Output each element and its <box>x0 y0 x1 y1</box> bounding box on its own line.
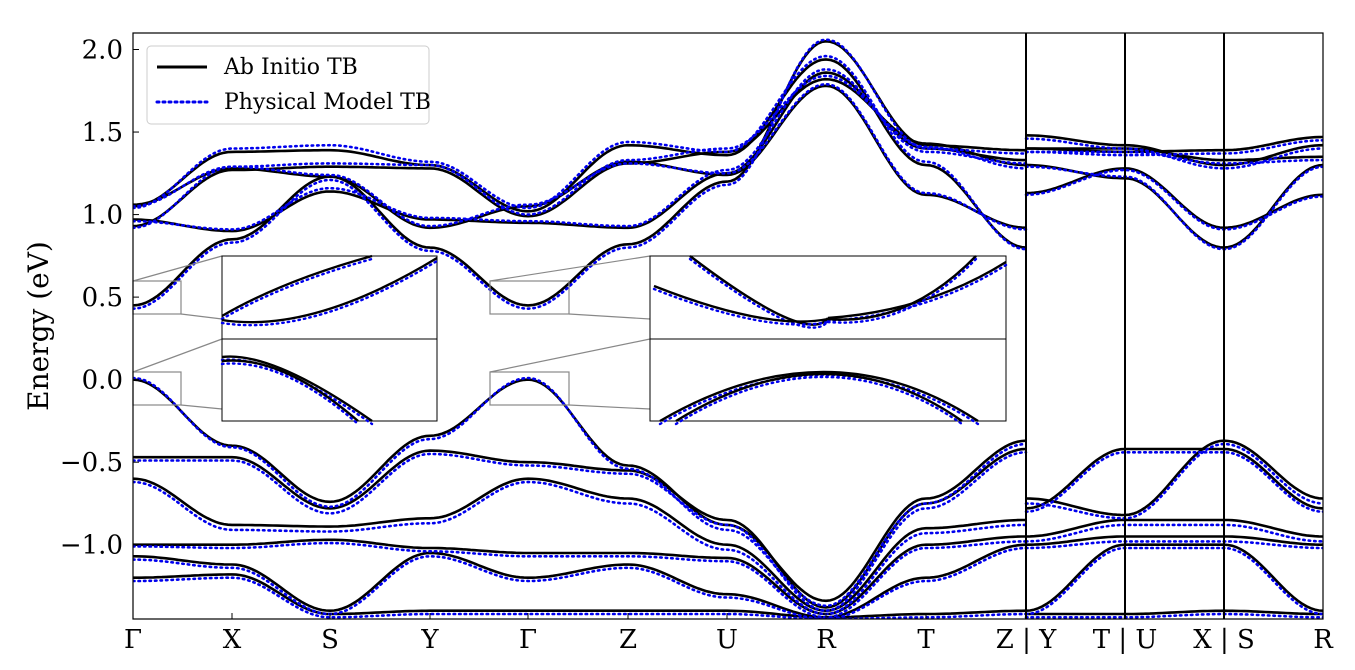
bands-layer <box>133 33 1323 619</box>
ab-initio-band-7-segment-0 <box>133 477 1026 613</box>
physical-model-band-2-segment-0 <box>133 67 1028 231</box>
inset-physical-model-curve-0a <box>220 257 374 321</box>
ab-initio-band-7-segment-1 <box>1025 518 1323 538</box>
inset-physical-model-curve-0d <box>220 362 360 426</box>
zoom-source-box-1-0 <box>489 280 570 315</box>
physical-model-band-5-segment-0 <box>133 376 1028 608</box>
physical-model-band-6-segment-1 <box>1024 451 1323 513</box>
y-tick-label-1: 1.5 <box>82 118 123 148</box>
ab-initio-band-1-segment-1 <box>1026 163 1323 249</box>
physical-model-band-10-segment-0 <box>133 576 1028 619</box>
physical-model-band-1-segment-1 <box>1024 165 1323 251</box>
inset-ab-initio-curve-1f <box>675 372 963 423</box>
ab-initio-band-6-segment-1 <box>1025 447 1323 510</box>
ab-initio-band-10-segment-1 <box>1026 609 1323 616</box>
legend-frame <box>146 45 430 125</box>
physical-model-band-0-segment-1 <box>1024 168 1323 231</box>
physical-model-band-8-segment-1 <box>1024 540 1323 550</box>
y-tick-label-0: 2.0 <box>82 36 123 66</box>
x-tick-label-9: Z | Y <box>996 625 1057 655</box>
y-tick-label-2: 1.0 <box>82 201 123 231</box>
zoom-inset-box-0-1 <box>221 338 438 422</box>
ab-initio-band-5-segment-0 <box>133 378 1027 603</box>
physical-model-band-7-segment-1 <box>1024 523 1323 543</box>
physical-model-band-7-segment-0 <box>133 480 1028 616</box>
y-tick-label-3: 0.5 <box>82 283 123 313</box>
ab-initio-band-6-segment-0 <box>133 447 1027 609</box>
ab-initio-band-8-segment-1 <box>1026 535 1323 546</box>
inset-ab-initio-curve-1c <box>653 284 829 323</box>
ab-initio-band-8-segment-0 <box>133 535 1026 616</box>
x-tick-label-12: R <box>1313 625 1334 655</box>
ab-initio-band-10-segment-0 <box>133 573 1027 619</box>
x-axis: Γ X S Y Γ Z U R T Z | Y T | U X | S R <box>124 613 1334 655</box>
zoom-connector-1-3 <box>568 404 651 410</box>
x-tick-label-10: T | U <box>1093 625 1158 655</box>
x-tick-label-0: Γ <box>124 625 142 655</box>
x-tick-label-8: T <box>917 625 935 655</box>
legend-label-ab-initio: Ab Initio TB <box>223 55 358 80</box>
physical-model-band-9-segment-0 <box>133 546 1028 619</box>
x-tick-label-3: Y <box>420 625 439 655</box>
physical-model-band-10-segment-1 <box>1024 612 1323 619</box>
insets-layer <box>132 254 1008 426</box>
inset-ab-initio-curve-1e <box>659 370 979 423</box>
ab-initio-band-9-segment-0 <box>133 543 1027 619</box>
inset-ab-initio-curve-0d <box>221 359 359 422</box>
inset-physical-model-curve-1a <box>688 257 830 329</box>
series-physical-model <box>133 38 1323 619</box>
zoom-connector-0-2 <box>132 338 223 373</box>
x-tick-label-11: X | S <box>1193 625 1255 655</box>
zoom-connector-0-0 <box>132 255 223 282</box>
legend-label-physical-model: Physical Model TB <box>224 90 431 115</box>
zoom-inset-box-1-1 <box>649 338 1007 422</box>
zoom-connector-1-1 <box>568 313 651 320</box>
x-tick-label-4: Γ <box>519 625 537 655</box>
inset-ab-initio-curve-0c <box>221 355 373 422</box>
physical-model-band-4-segment-0 <box>133 38 1028 311</box>
zoom-connector-1-0 <box>489 255 651 282</box>
physical-model-band-6-segment-0 <box>133 451 1028 613</box>
legend: Ab Initio TB Physical Model TB <box>146 45 431 125</box>
physical-model-band-9-segment-1 <box>1024 546 1323 616</box>
zoom-inset-1 <box>489 255 1008 426</box>
zoom-source-box-1-1 <box>489 371 570 406</box>
ab-initio-band-9-segment-1 <box>1025 543 1323 612</box>
zoom-connector-0-3 <box>180 404 223 410</box>
inset-ab-initio-curve-0a <box>221 254 373 318</box>
series-ab-initio <box>133 39 1323 619</box>
zoom-connector-0-1 <box>180 313 223 320</box>
zoom-inset-0 <box>132 254 439 426</box>
y-tick-label-4: 0.0 <box>82 366 123 396</box>
inset-physical-model-curve-1f <box>674 375 964 426</box>
physical-model-band-3-segment-1 <box>1024 137 1323 170</box>
inset-ab-initio-curve-1d <box>827 255 977 321</box>
physical-model-band-1-segment-0 <box>133 54 1028 251</box>
physical-model-band-3-segment-0 <box>133 74 1028 230</box>
ab-initio-band-4-segment-1 <box>1025 135 1323 154</box>
x-tick-label-2: S <box>321 625 339 655</box>
inset-physical-model-curve-0b <box>220 259 439 327</box>
physical-model-band-5-segment-1 <box>1024 442 1323 520</box>
inset-ab-initio-curve-0b <box>221 256 438 324</box>
y-axis: 2.0 1.5 1.0 0.5 0.0 −0.5 −1.0 <box>60 36 139 561</box>
x-tick-label-1: X <box>223 625 242 655</box>
zoom-connector-1-2 <box>489 338 651 373</box>
x-tick-label-5: Z <box>619 625 637 655</box>
inset-physical-model-curve-1d <box>826 257 978 324</box>
x-tick-label-7: R <box>816 625 837 655</box>
y-tick-label-6: −1.0 <box>60 531 123 561</box>
x-tick-label-6: U <box>716 625 738 655</box>
physical-model-band-4-segment-1 <box>1024 139 1323 157</box>
y-axis-label: Energy (eV) <box>22 241 55 411</box>
inset-physical-model-curve-1c <box>652 287 830 326</box>
physical-model-band-8-segment-0 <box>133 540 1028 619</box>
ab-initio-band-5-segment-1 <box>1025 439 1323 517</box>
plot-frame <box>132 32 1324 620</box>
y-tick-label-5: −0.5 <box>60 448 123 478</box>
